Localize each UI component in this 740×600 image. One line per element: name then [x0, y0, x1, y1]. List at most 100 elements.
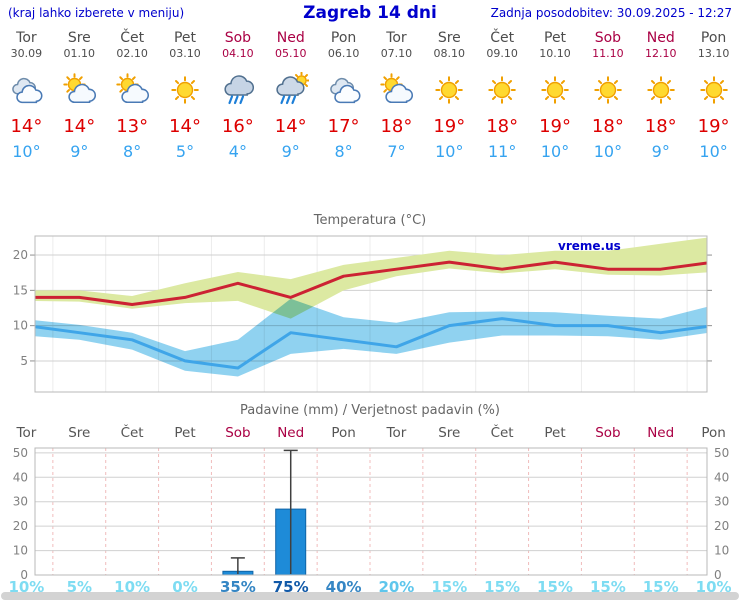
day-column[interactable]: Sre 01.10 14° 9° [53, 30, 106, 162]
day-label: Sob [225, 425, 250, 441]
low-temp: 9° [281, 142, 300, 161]
day-name: Sre [67, 30, 91, 46]
high-temp: 14° [169, 116, 201, 137]
day-date: 30.09 [10, 47, 43, 60]
y-tick-label: 10 [13, 319, 28, 333]
low-temp: 8° [334, 142, 353, 161]
day-column[interactable]: Čet 09.10 18° 11° [476, 30, 529, 162]
day-label: Pon [331, 425, 355, 441]
y-tick-label-left: 20 [13, 519, 28, 533]
high-temp: 19° [697, 116, 730, 137]
last-updated: Zadnja posodobitev: 30.09.2025 - 12:27 [490, 6, 732, 20]
low-temp: 10° [540, 142, 570, 161]
day-date: 02.10 [116, 47, 148, 60]
day-column[interactable]: Pon 13.10 19° 10° [687, 30, 740, 162]
day-column[interactable]: Ned 12.10 18° 9° [634, 30, 687, 162]
sunny-icon [696, 72, 732, 108]
day-name: Tor [386, 30, 407, 46]
day-date: 13.10 [697, 47, 730, 60]
day-label: Tor [16, 425, 37, 441]
horizontal-scrollbar[interactable] [1, 592, 739, 600]
low-temp: 10° [12, 142, 41, 161]
y-tick-label-right: 50 [714, 446, 729, 460]
day-label: Tor [386, 425, 407, 441]
page-title: Zagreb 14 dni [303, 3, 437, 23]
low-temp: 4° [228, 142, 247, 161]
day-label: Pet [544, 425, 565, 441]
day-name: Ned [646, 30, 675, 46]
day-label: Sre [68, 425, 90, 441]
day-column[interactable]: Tor 30.09 14° 10° [0, 30, 53, 162]
precip-probability: 40% [326, 578, 362, 596]
high-temp: 19° [433, 116, 466, 137]
day-label: Sob [595, 425, 620, 441]
day-date: 05.10 [274, 47, 307, 60]
high-temp: 18° [644, 116, 677, 137]
day-column[interactable]: Ned 05.10 14° 9° [264, 30, 317, 162]
day-label: Čet [121, 423, 144, 441]
day-label: Ned [277, 425, 304, 441]
plot-border [34, 235, 708, 393]
day-name: Ned [276, 30, 305, 46]
day-column[interactable]: Sob 04.10 16° 4° [211, 30, 264, 162]
sunny-icon [537, 72, 573, 108]
high-temp: 18° [591, 116, 624, 137]
day-date: 11.10 [592, 47, 624, 60]
y-tick-label-right: 0 [714, 568, 722, 582]
precip-probability: 15% [484, 578, 520, 596]
day-label: Čet [491, 423, 514, 441]
day-column[interactable]: Pon 06.10 17° 8° [317, 30, 370, 162]
y-tick-label: 5 [20, 354, 28, 368]
sun-rain-icon [273, 72, 309, 108]
temperature-chart: 5 10 15 20 vreme.us [13, 235, 712, 393]
y-tick-label-left: 0 [20, 568, 28, 582]
day-column[interactable]: Čet 02.10 13° 8° [106, 30, 159, 162]
precip-probability: 75% [273, 578, 309, 596]
day-date: 06.10 [327, 47, 360, 60]
low-temp: 7° [387, 142, 406, 161]
partly-cloudy-icon [61, 72, 97, 108]
day-label: Sre [438, 425, 460, 441]
precip-probability: 5% [67, 578, 92, 596]
low-temp: 9° [651, 142, 670, 161]
day-column[interactable]: Tor 07.10 18° 7° [370, 30, 423, 162]
high-temp: 14° [63, 116, 96, 137]
day-date: 07.10 [380, 47, 413, 60]
sunny-icon [167, 72, 203, 108]
plot-border [34, 447, 708, 576]
precip-probability: 15% [590, 578, 626, 596]
day-column[interactable]: Pet 10.10 19° 10° [529, 30, 582, 162]
day-name: Pet [173, 30, 197, 46]
day-label: Ned [647, 425, 674, 441]
y-tick-label-right: 20 [714, 519, 729, 533]
day-column[interactable]: Sob 11.10 18° 10° [581, 30, 634, 162]
y-tick-label-left: 40 [13, 470, 28, 484]
day-name: Pon [700, 30, 727, 46]
cloudy-icon [8, 72, 44, 108]
precip-probability: 15% [537, 578, 573, 596]
sunny-icon [643, 72, 679, 108]
min-temp-range-band [35, 298, 707, 377]
precip-probability: 10% [114, 578, 150, 596]
y-tick-label-right: 40 [714, 470, 729, 484]
high-temp: 14° [274, 116, 307, 137]
low-temp: 8° [123, 142, 142, 161]
precip-probability: 10% [8, 578, 44, 596]
high-temp: 18° [380, 116, 413, 137]
high-temp: 18° [486, 116, 519, 137]
menu-hint: (kraj lahko izberete v meniju) [8, 6, 185, 20]
day-name: Čet [120, 30, 145, 46]
day-date: 08.10 [433, 47, 466, 60]
day-column[interactable]: Sre 08.10 19° 10° [423, 30, 476, 162]
low-temp: 5° [175, 142, 195, 161]
day-date: 12.10 [644, 47, 677, 60]
precip-probability: 20% [378, 578, 414, 596]
day-column[interactable]: Pet 03.10 14° 5° [159, 30, 212, 162]
precip-probability: 15% [643, 578, 679, 596]
y-tick-label-right: 10 [714, 544, 729, 558]
day-date: 01.10 [63, 47, 96, 60]
max-temp-line [35, 260, 707, 306]
high-temp: 19° [539, 116, 571, 137]
day-name: Sob [224, 30, 252, 46]
